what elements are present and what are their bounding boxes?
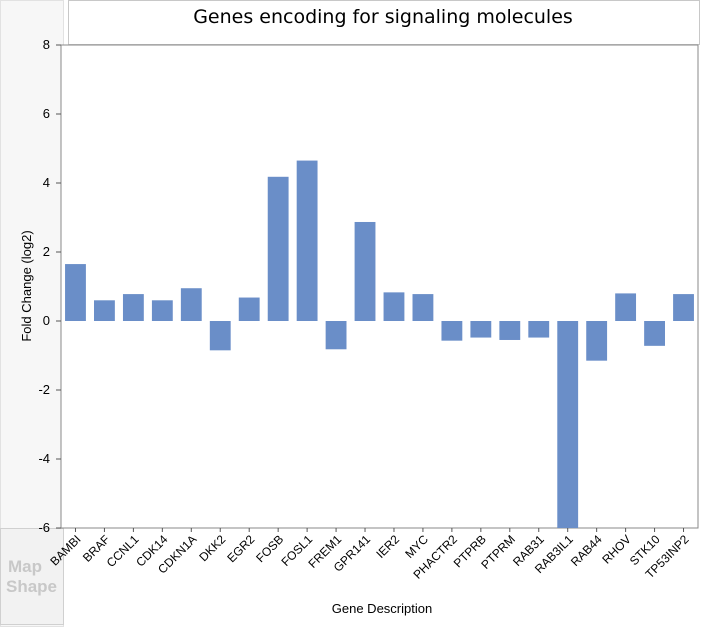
- bar-tp53inp2: [673, 294, 694, 321]
- bar-gpr141: [354, 221, 376, 321]
- x-axis: BAMBIBRAFCCNL1CDK14CDKN1ADKK2EGR2FOSBFOS…: [47, 528, 692, 582]
- x-tick-label: BAMBI: [47, 532, 83, 568]
- bar-bambi: [65, 264, 86, 321]
- y-tick-label: -6: [38, 520, 50, 535]
- bar-dkk2: [209, 321, 231, 351]
- map-shape-label-line2: Shape: [6, 577, 58, 596]
- y-axis: -6 -4 -2 0 2 4 6 8: [38, 37, 61, 535]
- y-tick-label: 8: [43, 37, 50, 52]
- y-tick-label: 0: [43, 313, 50, 328]
- chart-title: Genes encoding for signaling molecules: [193, 6, 573, 28]
- bar-ier2: [383, 292, 405, 321]
- plot-area: [60, 44, 699, 529]
- y-tick-label: 4: [43, 175, 50, 190]
- y-axis-label: Fold Change (log2): [19, 230, 34, 341]
- x-tick-label: IER2: [373, 532, 402, 561]
- y-tick-label: -4: [38, 451, 50, 466]
- bar-fosb: [267, 176, 289, 321]
- y-tick-label: 2: [43, 244, 50, 259]
- bar-ptprb: [470, 321, 492, 338]
- bar-rhov: [615, 293, 637, 321]
- bar-myc: [412, 294, 434, 321]
- y-tick-label: -2: [38, 382, 50, 397]
- bar-rab3il1: [557, 321, 579, 528]
- bar-ccnl1: [122, 294, 144, 321]
- y-tick-label: 6: [43, 106, 50, 121]
- x-axis-label: Gene Description: [332, 601, 432, 616]
- bar-rab31: [528, 321, 550, 338]
- bar-phactr2: [441, 321, 463, 341]
- bar-rab44: [586, 321, 608, 361]
- bar-stk10: [644, 321, 665, 346]
- bar-egr2: [238, 297, 260, 321]
- bar-cdk14: [151, 300, 173, 321]
- side-panel: [0, 0, 64, 627]
- bar-braf: [94, 300, 115, 321]
- map-shape-drop-zone[interactable]: [0, 528, 64, 625]
- x-tick-label: RAB44: [568, 532, 605, 569]
- title-box: [68, 0, 700, 45]
- bar-cdkn1a: [180, 288, 202, 321]
- x-tick-label: DKK2: [196, 532, 228, 564]
- bars: [65, 160, 694, 528]
- bar-ptprm: [499, 321, 521, 340]
- bar-frem1: [325, 321, 347, 350]
- bar-fosl1: [296, 160, 318, 321]
- map-shape-label-line1: Map: [8, 557, 42, 576]
- x-tick-label: CCNL1: [104, 532, 142, 570]
- x-tick-label: EGR2: [224, 532, 257, 565]
- x-tick-label: RHOV: [599, 532, 633, 566]
